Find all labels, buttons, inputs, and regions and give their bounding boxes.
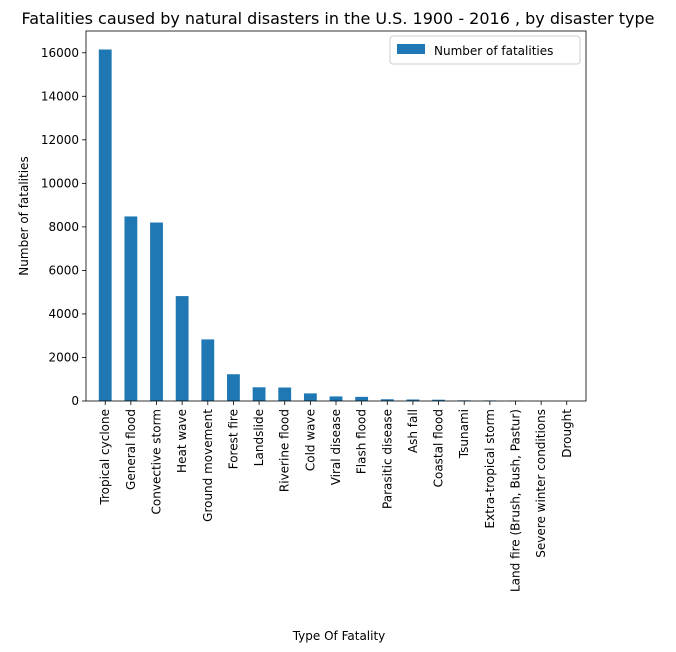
- bar: [432, 399, 445, 401]
- y-tick-label: 16000: [41, 46, 79, 60]
- chart-title: Fatalities caused by natural disasters i…: [22, 9, 655, 28]
- x-tick-label: Forest fire: [226, 409, 240, 469]
- legend-frame: [389, 35, 581, 65]
- x-tick-label: Coastal flood: [432, 409, 446, 487]
- x-axis: Tropical cyclone General flood Convective …: [98, 401, 574, 592]
- bar: [278, 387, 292, 401]
- x-tick-label: Convective storm: [150, 409, 164, 514]
- x-tick-label: Flash flood: [355, 409, 369, 474]
- x-axis-label: Type Of Fatality: [292, 629, 386, 643]
- x-tick-label: Parasitic disease: [380, 409, 394, 509]
- y-tick-label: 12000: [41, 133, 79, 147]
- y-tick-label: 4000: [48, 307, 79, 321]
- bar: [406, 399, 420, 401]
- bar: [380, 399, 394, 401]
- x-tick-label: General flood: [124, 409, 138, 490]
- x-tick-label: Tsunami: [457, 409, 471, 459]
- bar: [175, 296, 189, 401]
- legend-label: Number of fatalities: [434, 44, 553, 58]
- x-tick-label: Heat wave: [175, 409, 189, 473]
- x-tick-label: Ash fall: [406, 409, 420, 453]
- legend-swatch: [397, 44, 425, 54]
- x-tick-label: Cold wave: [303, 409, 317, 471]
- x-tick-label: Riverine flood: [278, 409, 292, 492]
- bar: [227, 374, 240, 401]
- x-tick-label: Ground movement: [201, 409, 215, 522]
- x-tick-label: Drought: [560, 409, 574, 458]
- bar: [355, 396, 369, 401]
- y-tick-label: 2000: [48, 350, 79, 364]
- y-tick-label: 10000: [41, 176, 79, 190]
- x-tick-label: Extra-tropical storm: [483, 409, 497, 528]
- y-tick-label: 14000: [41, 89, 79, 103]
- bar: [124, 216, 138, 401]
- x-tick-label: Viral disease: [329, 409, 343, 485]
- x-tick-label: Land fire (Brush, Bush, Pastur): [508, 409, 522, 592]
- bar: [201, 339, 215, 401]
- y-axis: 0 2000 4000 6000 8000 10000 12000 14000 16000: [41, 46, 86, 408]
- plot-area: [85, 30, 587, 402]
- x-tick-label: Landslide: [252, 409, 266, 466]
- x-tick-label: Severe winter conditions: [534, 409, 548, 558]
- y-tick-label: 8000: [48, 220, 79, 234]
- y-tick-label: 0: [71, 394, 79, 408]
- legend: Number of fatalities: [389, 35, 581, 65]
- bar: [303, 393, 317, 401]
- bar: [150, 222, 163, 401]
- bar: [329, 396, 343, 401]
- y-axis-label: Number of fatalities: [17, 156, 31, 275]
- bar: [98, 49, 112, 401]
- bar: [252, 387, 266, 401]
- x-tick-label: Tropical cyclone: [98, 409, 112, 506]
- y-tick-label: 6000: [48, 263, 79, 277]
